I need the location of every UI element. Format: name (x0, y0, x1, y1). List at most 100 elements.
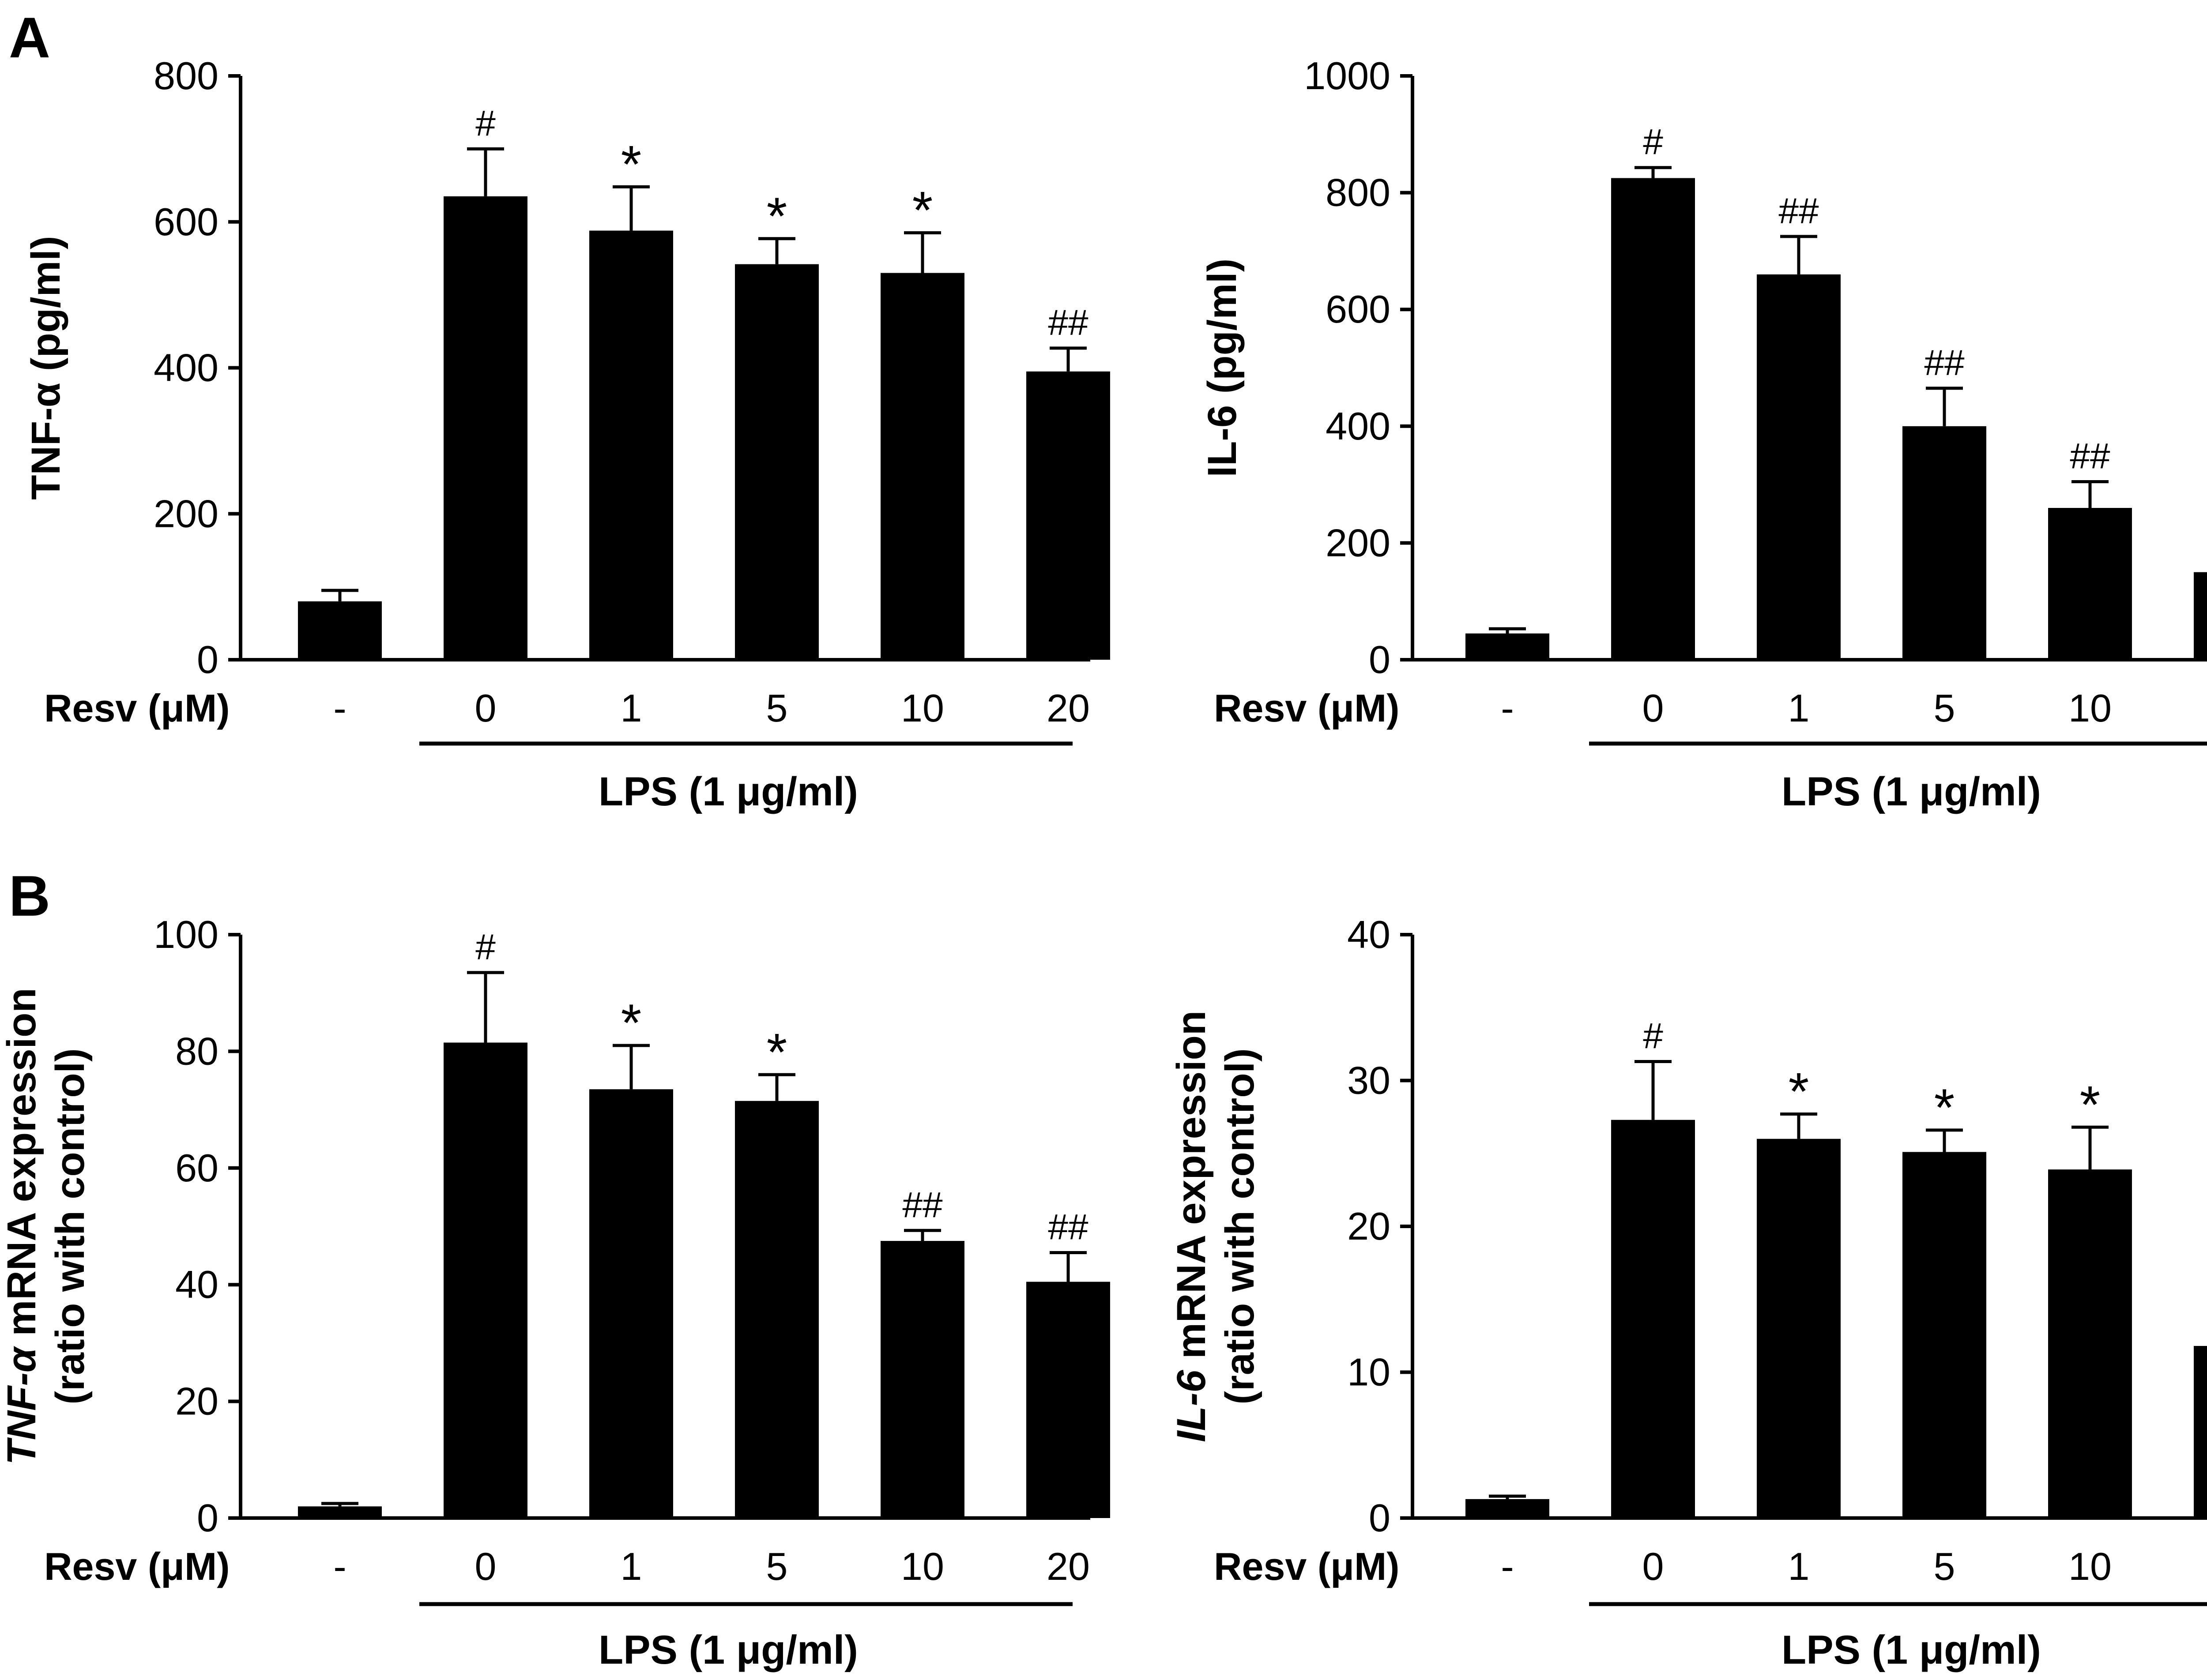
y-tick-label: 800 (1326, 171, 1390, 214)
bar (1465, 633, 1549, 660)
bar (881, 273, 964, 660)
bar (2048, 1169, 2132, 1518)
y-tick-label: 400 (1326, 404, 1390, 448)
category-label: 0 (1642, 686, 1664, 730)
significance-label: * (767, 1022, 787, 1082)
y-tick-label: 400 (154, 346, 218, 390)
y-tick-label: 600 (154, 200, 218, 244)
y-axis-title: IL-6 mRNA expression (1169, 1011, 1214, 1442)
bar (444, 196, 527, 660)
category-label: 1 (1788, 1545, 1810, 1588)
category-label: 0 (475, 1545, 497, 1588)
resv-row-label: Resv (μM) (44, 1545, 230, 1588)
category-label: 1 (621, 1545, 642, 1588)
significance-label: ## (902, 1185, 943, 1225)
significance-label: # (475, 927, 496, 967)
y-axis-title-line2: (ratio with control) (48, 1048, 93, 1404)
category-label: 1 (1788, 686, 1810, 730)
significance-label: * (621, 993, 642, 1052)
significance-label: # (1643, 122, 1663, 162)
category-label: 5 (766, 1545, 788, 1588)
bar (589, 230, 673, 660)
lps-label: LPS (1 μg/ml) (1781, 1627, 2041, 1672)
significance-label: ## (1048, 1207, 1088, 1247)
y-tick-label: 30 (1347, 1059, 1390, 1102)
significance-label: ## (1048, 303, 1088, 343)
significance-label: ## (1778, 191, 1819, 231)
y-tick-label: 40 (175, 1263, 218, 1306)
bar (2048, 508, 2132, 660)
y-tick-label: 800 (154, 54, 218, 98)
y-tick-label: 40 (1347, 913, 1390, 956)
panel-letter-b: B (9, 864, 50, 928)
category-label: 20 (1047, 686, 1090, 730)
y-tick-label: 10 (1347, 1350, 1390, 1394)
category-label: 20 (1047, 1545, 1090, 1588)
lps-label: LPS (1 μg/ml) (599, 1627, 858, 1672)
significance-label: # (1643, 1016, 1663, 1056)
bar (298, 1506, 382, 1518)
y-axis-title: TNF-α (pg/ml) (23, 236, 68, 500)
bar (1611, 178, 1695, 660)
y-tick-label: 0 (1369, 1496, 1390, 1540)
category-label: 5 (1934, 686, 1955, 730)
y-tick-label: 0 (1369, 638, 1390, 681)
y-tick-label: 20 (1347, 1204, 1390, 1248)
bar (1757, 274, 1841, 660)
y-tick-label: 200 (1326, 521, 1390, 564)
y-axis-title-line2: (ratio with control) (1217, 1048, 1262, 1404)
y-tick-label: 600 (1326, 287, 1390, 331)
y-axis-title-part: mRNA expression (0, 988, 44, 1347)
bar (298, 601, 382, 660)
bar (1026, 1282, 1110, 1518)
y-axis-title-part: IL-6 (pg/ml) (1200, 259, 1245, 477)
significance-label: * (1789, 1062, 1809, 1121)
significance-label: * (912, 181, 933, 240)
significance-label: ## (2070, 436, 2110, 476)
category-label: 10 (901, 1545, 944, 1588)
category-label: - (1501, 686, 1514, 730)
significance-label: * (2080, 1075, 2101, 1134)
lps-label: LPS (1 μg/ml) (1781, 769, 2041, 814)
category-label: - (333, 1545, 346, 1588)
y-tick-label: 0 (197, 1496, 218, 1540)
bar (1465, 1499, 1549, 1518)
y-axis-title-part: TNF-α (0, 1346, 44, 1465)
y-axis-title: IL-6 (pg/ml) (1200, 259, 1245, 477)
significance-label: * (1934, 1078, 1955, 1137)
bar (589, 1089, 673, 1518)
bar (1611, 1120, 1695, 1518)
category-label: 1 (621, 686, 642, 730)
resv-row-label: Resv (μM) (1214, 1545, 1400, 1588)
y-tick-label: 0 (197, 638, 218, 681)
bar (881, 1241, 964, 1518)
bar (1757, 1139, 1841, 1518)
significance-label: ## (1924, 343, 1965, 383)
bar (735, 1101, 819, 1518)
resv-row-label: Resv (μM) (1214, 686, 1400, 730)
y-tick-label: 20 (175, 1379, 218, 1423)
bar (1902, 1152, 1986, 1518)
y-tick-label: 1000 (1304, 54, 1390, 98)
y-tick-label: 200 (154, 492, 218, 535)
y-axis-title: TNF-α mRNA expression (0, 988, 44, 1465)
category-label: 5 (766, 686, 788, 730)
category-label: 10 (2068, 686, 2112, 730)
chart-tnf-alpha-protein: 0 200 400 600 800 TNF-α (pg/ml) - #0 * 1 * 5 * 10 ## 20… (23, 54, 1110, 814)
category-label: 10 (2068, 1545, 2112, 1588)
y-axis-title-part: IL-6 (1169, 1370, 1214, 1442)
chart-il6-mrna: 0 10 20 30 40 IL-6 mRNA expression (ratio with… (1169, 913, 2207, 1672)
bar (2194, 572, 2207, 660)
significance-label: * (767, 187, 787, 246)
bar (1902, 426, 1986, 660)
significance-label: * (621, 135, 642, 194)
bar (1026, 371, 1110, 660)
bar (444, 1042, 527, 1518)
y-axis-title-part: mRNA expression (1169, 1011, 1214, 1370)
category-label: 5 (1934, 1545, 1955, 1588)
y-tick-label: 60 (175, 1146, 218, 1190)
category-label: 0 (475, 686, 497, 730)
lps-label: LPS (1 μg/ml) (599, 769, 858, 814)
